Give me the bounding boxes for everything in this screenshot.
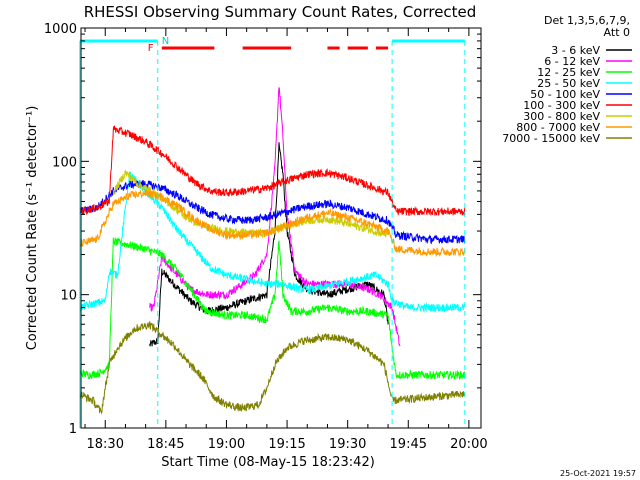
x-tick-label: 20:00	[450, 437, 487, 452]
y-axis-label-text: Corrected Count Rate (s⁻¹ detector⁻¹)	[25, 106, 40, 351]
x-tick-label: 19:30	[329, 437, 366, 452]
series-line-8	[79, 188, 466, 258]
chart-title: RHESSI Observing Summary Count Rates, Co…	[84, 3, 477, 21]
legend-entry-label: 100 - 300 keV	[523, 99, 600, 112]
legend-entry-label: 3 - 6 keV	[551, 44, 600, 57]
plot-frame	[80, 27, 482, 429]
series-line-5	[79, 180, 466, 245]
legend-entry-label: 7000 - 15000 keV	[502, 132, 600, 145]
y-axis-label: Corrected Count Rate (s⁻¹ detector⁻¹)	[25, 106, 40, 351]
footer-date: 25-Oct-2021 19:57	[560, 469, 636, 478]
x-axis-label: Start Time (08-May-15 18:23:42)	[161, 455, 375, 470]
x-tick-label: 19:15	[268, 437, 305, 452]
axes-layer: 1 10 100 1000 18:30 18:45 19:00 19:15 19:30 19:45…	[44, 22, 488, 452]
y-tick-label: 100	[52, 155, 77, 170]
legend-entry-label: 800 - 7000 keV	[516, 121, 600, 134]
flags-layer: NF	[79, 36, 466, 428]
x-tick-label: 18:30	[87, 437, 124, 452]
series-line-9	[79, 321, 466, 415]
x-tick-label: 19:00	[208, 437, 245, 452]
legend-header-line: Det 1,3,5,6,7,9,	[544, 14, 630, 27]
legend-header-line: Att 0	[604, 26, 630, 39]
legend-entry-label: 25 - 50 keV	[537, 77, 600, 90]
series-layer	[79, 87, 466, 415]
legend-entry-label: 50 - 100 keV	[530, 88, 600, 101]
y-tick-label: 10	[60, 289, 77, 304]
night-flag-label: N	[162, 36, 169, 47]
x-tick-label: 19:45	[390, 437, 427, 452]
legend-entry-label: 6 - 12 keV	[544, 55, 600, 68]
series-line-6	[79, 125, 466, 217]
y-tick-label: 1000	[44, 22, 77, 37]
flare-flag-label: F	[148, 43, 154, 54]
legend-entry-label: 12 - 25 keV	[537, 66, 600, 79]
x-tick-label: 18:45	[147, 437, 184, 452]
y-tick-label: 1	[69, 422, 77, 437]
series-line-3	[79, 236, 466, 381]
legend-entry-label: 300 - 800 keV	[523, 110, 600, 123]
